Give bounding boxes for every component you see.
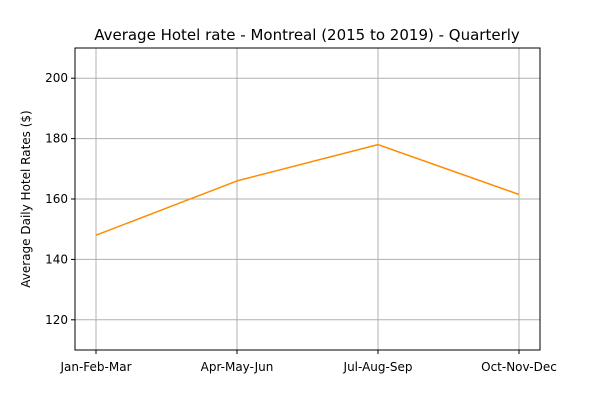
grid-lines	[75, 48, 540, 350]
y-tick-label: 160	[45, 192, 68, 206]
axis-ticks: Jan-Feb-Mar Apr-May-Jun Jul-Aug-Sep Oct-Nov…	[45, 71, 557, 374]
y-tick-label: 140	[45, 252, 68, 266]
x-tick-label: Apr-May-Jun	[201, 360, 274, 374]
chart-title: Average Hotel rate - Montreal (2015 to 2…	[94, 26, 520, 44]
y-tick-label: 180	[45, 132, 68, 146]
series-line	[95, 143, 520, 236]
y-axis-label: Average Daily Hotel Rates ($)	[19, 110, 33, 287]
x-tick-label: Oct-Nov-Dec	[481, 360, 557, 374]
y-tick-label: 120	[45, 313, 68, 327]
x-tick-label: Jan-Feb-Mar	[59, 360, 131, 374]
y-tick-label: 200	[45, 71, 68, 85]
x-tick-label: Jul-Aug-Sep	[343, 360, 413, 374]
series-layer	[95, 143, 520, 236]
